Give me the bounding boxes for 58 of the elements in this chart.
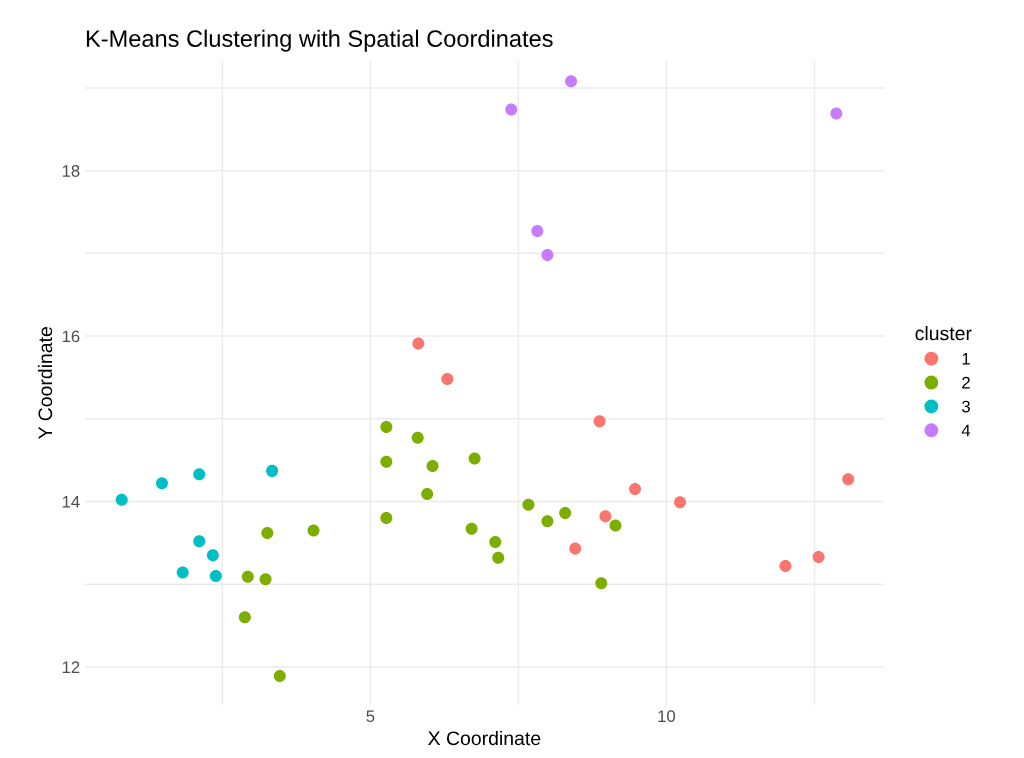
point: [593, 415, 606, 428]
point: [830, 107, 843, 120]
legend-label: 3: [961, 400, 970, 413]
point: [266, 464, 279, 477]
point: [609, 519, 622, 532]
point: [595, 577, 608, 590]
point: [541, 515, 554, 528]
point: [531, 225, 544, 238]
point: [541, 248, 554, 262]
x-tick-label: 10: [658, 710, 676, 723]
point: [565, 75, 578, 88]
point: [421, 488, 434, 501]
point: [238, 611, 251, 624]
point: [559, 507, 572, 520]
point: [465, 522, 478, 535]
legend-label: 2: [962, 376, 970, 389]
point: [155, 477, 168, 490]
point: [569, 542, 582, 555]
point: [779, 559, 792, 572]
point: [380, 512, 393, 525]
point: [259, 573, 272, 586]
point: [193, 535, 206, 548]
point: [441, 373, 454, 386]
point: [380, 421, 393, 434]
y-tick-label: 16: [62, 330, 80, 343]
legend-label: 4: [961, 424, 971, 437]
point: [206, 549, 219, 562]
point: [412, 337, 425, 350]
point: [115, 493, 128, 506]
x-tick-label: 5: [366, 710, 375, 723]
point: [522, 498, 535, 511]
point: [629, 483, 642, 496]
point: [842, 473, 855, 486]
point: [599, 510, 612, 523]
y-tick-label: 12: [62, 661, 80, 673]
point: [241, 570, 254, 583]
point: [273, 669, 286, 683]
point: [380, 455, 393, 468]
point: [209, 569, 222, 582]
legend-title: cluster: [915, 325, 972, 341]
point: [176, 566, 189, 579]
y-tick-label: 18: [62, 165, 80, 177]
point: [193, 468, 206, 481]
y-axis-title: Y Coordinate: [37, 327, 53, 439]
point: [411, 431, 424, 444]
point: [674, 496, 687, 509]
x-axis-title: X Coordinate: [428, 730, 541, 746]
point: [307, 524, 320, 537]
point: [812, 550, 825, 563]
y-tick-label: 14: [62, 496, 80, 508]
point: [489, 535, 502, 549]
point: [492, 551, 505, 564]
point: [468, 452, 481, 465]
point: [261, 526, 274, 539]
point: [505, 103, 518, 116]
legend-label: 1: [962, 353, 970, 365]
point: [426, 459, 439, 472]
chart-title: K-Means Clustering with Spatial Coordinates: [86, 29, 553, 52]
